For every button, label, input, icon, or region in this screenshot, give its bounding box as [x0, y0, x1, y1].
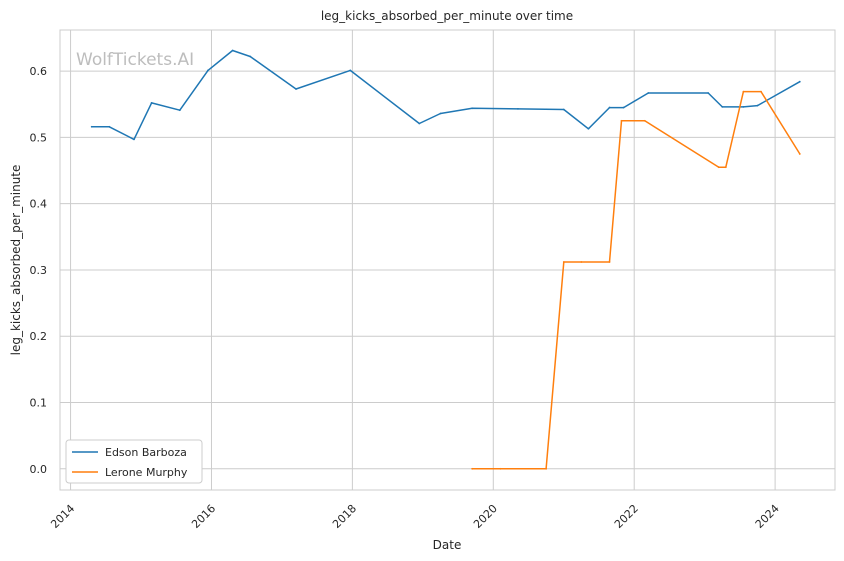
plot-area — [59, 29, 836, 491]
legend-label: Edson Barboza — [105, 446, 187, 459]
data-point — [439, 112, 442, 115]
x-tick-label: 2014 — [48, 502, 77, 531]
y-tick-label: 0.2 — [30, 330, 48, 343]
data-point — [798, 153, 801, 155]
data-point — [608, 261, 611, 263]
data-point — [471, 467, 474, 470]
data-point — [760, 90, 762, 93]
data-point — [756, 104, 759, 107]
data-point — [622, 106, 625, 109]
data-point — [90, 125, 93, 128]
y-axis-title: leg_kicks_absorbed_per_minute — [9, 165, 23, 356]
x-tick-label: 2024 — [753, 502, 782, 531]
series-line-0 — [91, 49, 801, 141]
data-point — [580, 261, 583, 263]
x-tick-label: 2018 — [330, 502, 359, 531]
data-point — [798, 80, 801, 83]
data-point — [562, 261, 565, 263]
data-point — [643, 119, 646, 122]
data-point — [418, 122, 421, 125]
y-tick-label: 0.6 — [30, 65, 48, 78]
data-point — [150, 102, 153, 104]
legend-box — [65, 439, 203, 484]
data-point — [724, 166, 727, 169]
data-point — [249, 55, 252, 58]
data-point — [647, 92, 650, 94]
data-point — [517, 107, 519, 110]
legend-label: Lerone Murphy — [105, 466, 188, 479]
data-point — [717, 166, 720, 169]
x-axis-title: Date — [433, 538, 462, 552]
data-point — [587, 127, 590, 130]
data-point — [545, 467, 548, 470]
data-point — [349, 69, 352, 72]
data-point — [742, 90, 745, 93]
y-tick-label: 0.3 — [30, 264, 48, 277]
x-tick-label: 2020 — [471, 502, 500, 531]
data-point — [721, 105, 724, 108]
y-tick-label: 0.5 — [30, 131, 48, 144]
series-layer — [90, 49, 801, 470]
data-point — [742, 105, 745, 108]
data-point — [620, 119, 623, 122]
data-point — [231, 49, 234, 52]
x-tick-label: 2022 — [612, 502, 641, 531]
data-point — [562, 108, 565, 111]
y-tick-labels: 0.0 0.1 0.2 0.3 0.4 0.5 0.6 — [30, 65, 48, 476]
data-point — [108, 125, 111, 128]
data-point — [295, 88, 297, 90]
data-point — [608, 106, 611, 109]
data-point — [499, 467, 502, 470]
data-point — [133, 138, 135, 141]
chart-title: leg_kicks_absorbed_per_minute over time — [321, 9, 573, 23]
data-point — [178, 109, 181, 112]
y-tick-label: 0.4 — [30, 198, 48, 211]
y-tick-label: 0.1 — [30, 397, 48, 410]
data-point — [207, 69, 209, 72]
x-tick-label: 2016 — [189, 502, 218, 531]
watermark: WolfTickets.AI — [76, 50, 194, 70]
x-tick-labels: 2014 2016 2018 2020 2022 2024 — [48, 502, 782, 531]
data-point — [471, 107, 474, 110]
grid-lines — [60, 30, 835, 490]
data-point — [707, 92, 710, 94]
y-tick-label: 0.0 — [30, 463, 48, 476]
legend: Edson Barboza Lerone Murphy — [65, 439, 203, 484]
